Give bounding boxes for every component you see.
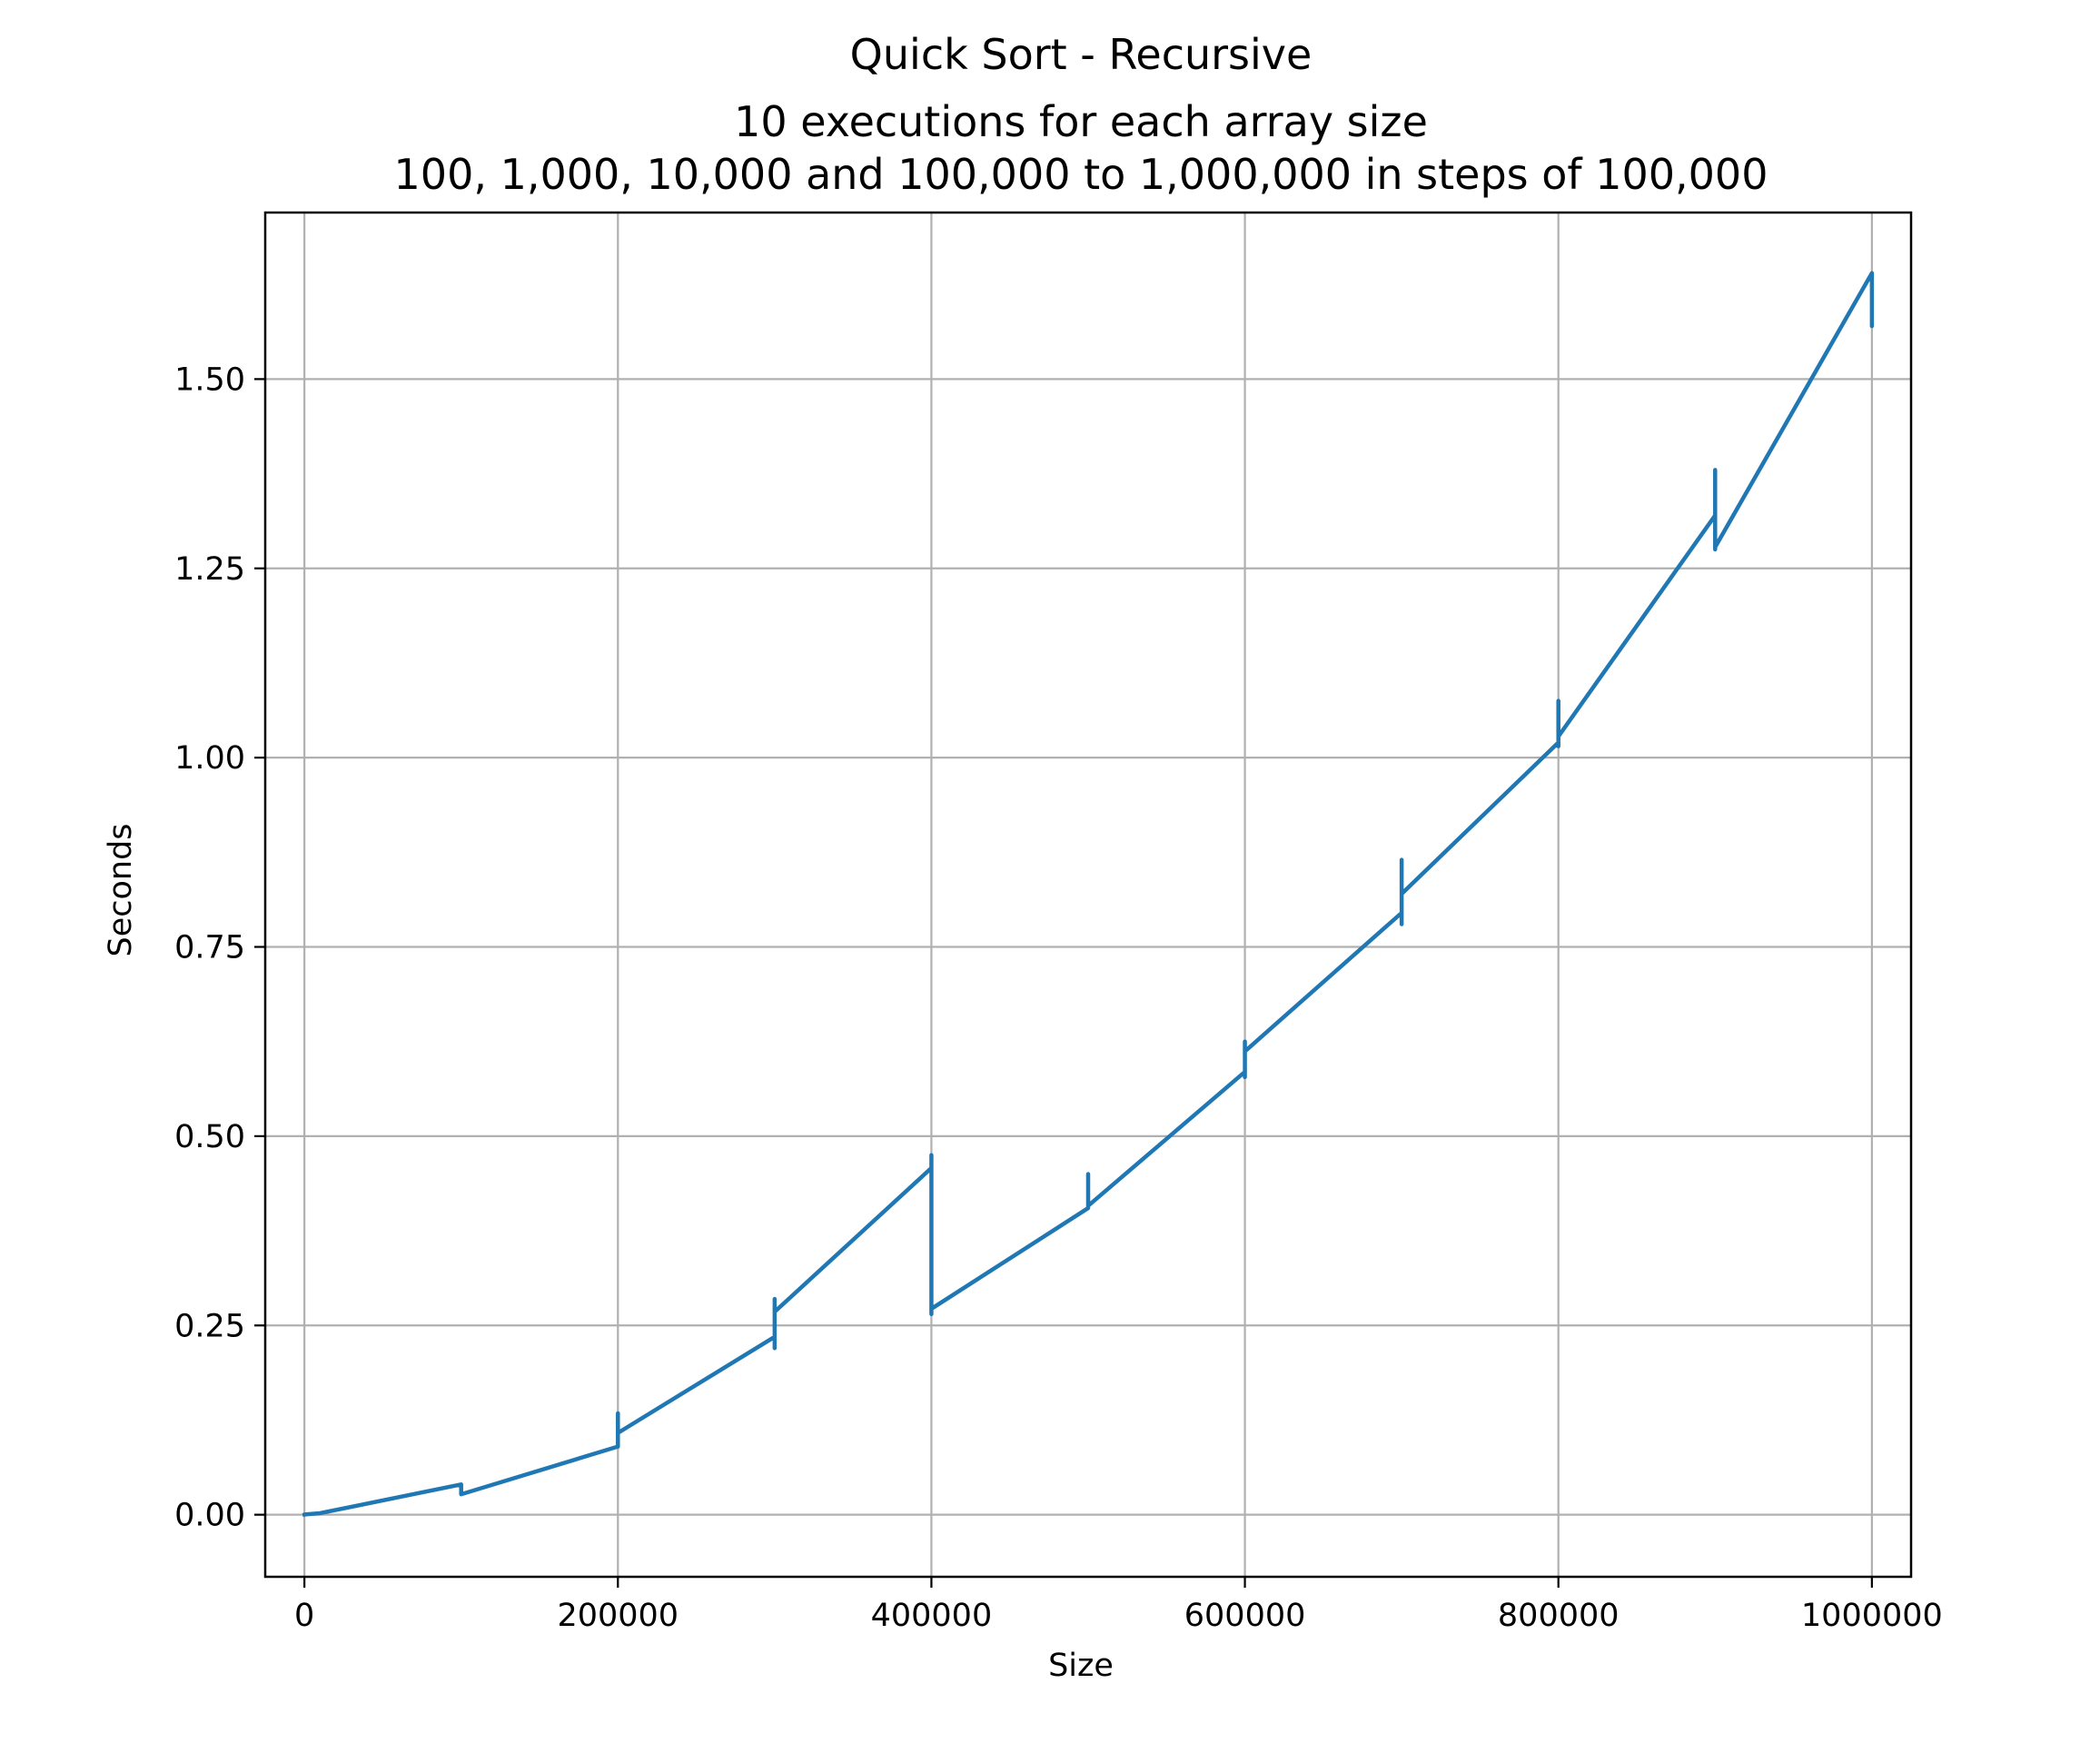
y-tick-label: 1.25 (174, 551, 245, 588)
ticks: 0 200000 400000 600000 800000 1000000 0.00 0.25… (174, 361, 1943, 1634)
x-tick-label: 600000 (1184, 1598, 1306, 1634)
y-tick-label: 0.00 (174, 1498, 245, 1534)
y-tick-label: 0.50 (174, 1119, 245, 1155)
chart-subtitle-line-2: 100, 1,000, 10,000 and 100,000 to 1,000,… (394, 150, 1768, 199)
plot-frame (263, 211, 1913, 1579)
series-line (302, 271, 1875, 1518)
x-tick-label: 1000000 (1801, 1598, 1943, 1634)
y-tick-label: 0.25 (174, 1308, 245, 1344)
y-axis-label: Seconds (103, 823, 139, 956)
x-tick-label: 800000 (1498, 1598, 1620, 1634)
y-tick-label: 0.75 (174, 930, 245, 966)
y-tick-label: 1.50 (174, 361, 245, 398)
x-axis-label: Size (1048, 1648, 1114, 1684)
chart-subtitle-line-1: 10 executions for each array size (734, 97, 1428, 146)
chart-title: Quick Sort - Recursive (850, 30, 1312, 79)
series-layer (302, 271, 1875, 1518)
x-tick-label: 0 (294, 1598, 314, 1634)
x-tick-label: 400000 (871, 1598, 993, 1634)
grid (265, 213, 1911, 1577)
x-tick-label: 200000 (557, 1598, 679, 1634)
y-tick-label: 1.00 (174, 740, 245, 777)
